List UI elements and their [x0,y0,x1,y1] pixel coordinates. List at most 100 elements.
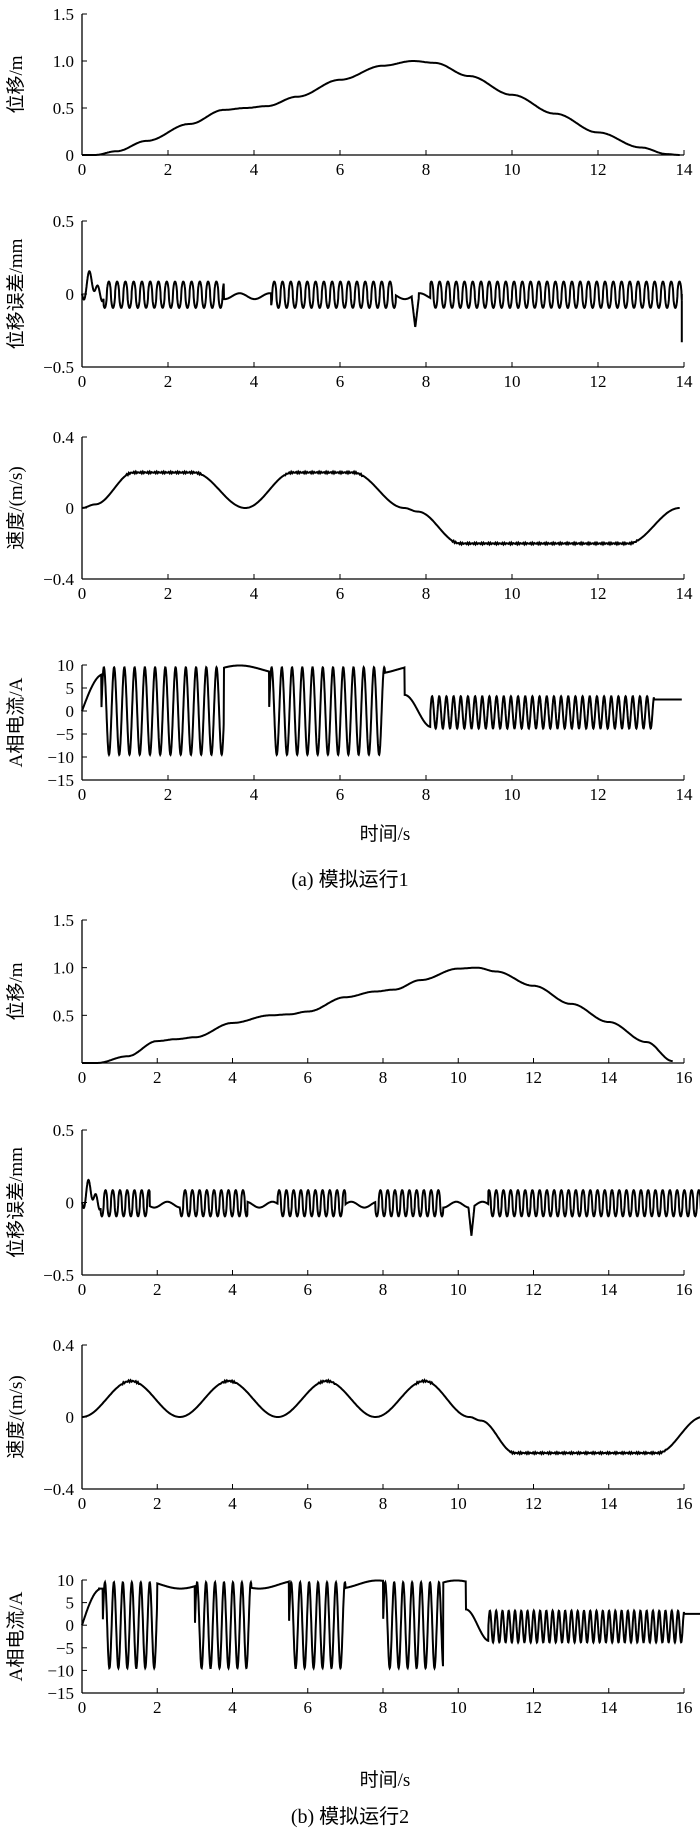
x-tick-label: 6 [336,584,345,603]
x-tick-label: 4 [228,1698,237,1717]
x-tick-label: 12 [525,1494,542,1513]
y-tick-label: 0 [66,146,75,165]
x-tick-label: 4 [228,1068,237,1087]
y-axis-label: A相电流/A [5,1591,27,1681]
x-tick-label: 12 [590,372,607,391]
x-tick-label: 2 [153,1698,162,1717]
y-tick-label: 1.0 [53,52,74,71]
y-tick-label: −10 [47,1661,74,1680]
y-tick-label: −0.5 [43,1266,74,1285]
caption-a: (a) 模拟运行1 [291,868,408,891]
y-tick-label: −5 [56,725,74,744]
series-line [81,1579,700,1671]
y-tick-label: 0 [66,499,75,518]
x-tick-label: 16 [676,1494,693,1513]
x-tick-label: 0 [78,785,87,804]
y-axis-label: 速度/(m/s) [5,466,27,549]
x-tick-label: 12 [525,1698,542,1717]
x-tick-label: 4 [228,1280,237,1299]
x-tick-label: 4 [250,372,259,391]
x-tick-label: 16 [676,1068,693,1087]
x-tick-label: 2 [164,372,173,391]
x-tick-label: 10 [504,160,521,179]
x-tick-label: 10 [450,1280,467,1299]
y-tick-label: 0 [66,1408,75,1427]
x-axis-label-b: 时间/s [360,1769,411,1791]
x-tick-label: 6 [304,1698,313,1717]
panel-b3: 0 2 4 6 8 10 12 14 16−0.400.4速度/(m/s) [5,1336,700,1513]
panel-b4: 0 2 4 6 8 10 12 14 16 −15 −10 −5 0 5 10 A相电流/A [5,1571,700,1717]
x-tick-label: 6 [336,785,345,804]
y-axis-label: 位移/m [5,962,27,1020]
x-tick-label: 2 [164,160,173,179]
y-tick-label: 0.5 [53,212,74,231]
x-tick-label: 0 [78,1068,87,1087]
panel-a3: 0 2 4 6 8 10 12 14−0.400.4速度/(m/s) [5,428,693,603]
series-line [82,1378,700,1456]
x-tick-label: 6 [336,372,345,391]
y-tick-label: 0 [66,285,75,304]
x-tick-label: 4 [228,1494,237,1513]
series-line [81,270,683,343]
y-tick-label: −0.4 [43,570,74,589]
x-tick-label: 2 [153,1280,162,1299]
x-tick-label: 16 [676,1280,693,1299]
caption-b: (b) 模拟运行2 [291,1805,409,1828]
y-tick-label: −10 [47,748,74,767]
y-tick-label: 0.5 [53,1006,74,1025]
x-tick-label: 10 [504,372,521,391]
y-axis-label: 位移误差/mm [5,1147,27,1258]
x-tick-label: 0 [78,372,87,391]
x-tick-label: 0 [78,160,87,179]
y-tick-label: −15 [47,771,74,790]
x-tick-label: 12 [590,785,607,804]
x-tick-label: 2 [164,785,173,804]
y-axis-label: 位移/m [5,55,27,113]
x-tick-label: 4 [250,584,259,603]
y-tick-label: −0.5 [43,358,74,377]
x-tick-label: 0 [78,1494,87,1513]
y-tick-label: 0.4 [53,428,75,447]
y-tick-label: −15 [47,1684,74,1703]
x-tick-label: 14 [676,785,694,804]
x-tick-label: 8 [379,1494,388,1513]
panel-a4: 0 2 4 6 8 10 12 14 −15 −10 −5 0 5 10 A相电流/A [5,656,693,804]
x-tick-label: 10 [450,1068,467,1087]
x-tick-label: 14 [676,584,694,603]
x-tick-label: 10 [450,1494,467,1513]
y-tick-label: 0.5 [53,1121,74,1140]
panel-a1: 0 2 4 6 8 10 12 14 0 0.5 1.0 1.5 位移/m [5,5,693,179]
x-tick-label: 8 [422,785,431,804]
panel-b1: 0 2 4 6 8 10 12 14 16 0.5 1.0 1.5 位移/m [5,911,693,1087]
x-tick-label: 14 [676,160,694,179]
x-tick-label: 12 [590,160,607,179]
series-line [82,60,680,156]
x-tick-label: 8 [422,160,431,179]
series-line [81,664,682,758]
x-tick-label: 0 [78,1698,87,1717]
y-axis-label: 速度/(m/s) [5,1375,27,1458]
x-tick-label: 2 [153,1068,162,1087]
x-tick-label: 4 [250,160,259,179]
y-tick-label: 0 [66,1194,75,1213]
x-tick-label: 12 [525,1280,542,1299]
series-line [81,1178,700,1236]
y-tick-label: 1.5 [53,5,74,24]
x-tick-label: 4 [250,785,259,804]
y-tick-label: 5 [66,1594,75,1613]
y-tick-label: 0 [66,702,75,721]
x-tick-label: 14 [600,1068,618,1087]
x-tick-label: 10 [504,785,521,804]
x-tick-label: 6 [304,1068,313,1087]
x-tick-label: 8 [379,1068,388,1087]
y-axis-label: 位移误差/mm [5,238,27,349]
y-tick-label: 5 [66,679,75,698]
x-tick-label: 6 [336,160,345,179]
series-line [81,469,680,547]
y-tick-label: 1.5 [53,911,74,930]
x-tick-label: 12 [525,1068,542,1087]
x-tick-label: 14 [676,372,694,391]
